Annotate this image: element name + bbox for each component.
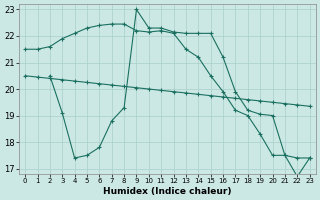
X-axis label: Humidex (Indice chaleur): Humidex (Indice chaleur) <box>103 187 232 196</box>
